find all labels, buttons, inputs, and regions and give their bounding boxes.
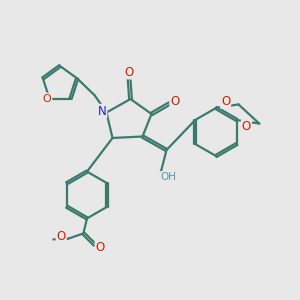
Text: OH: OH [160, 172, 176, 182]
Text: O: O [242, 120, 251, 133]
Text: O: O [221, 95, 230, 108]
Text: O: O [170, 94, 179, 108]
Text: O: O [57, 230, 66, 243]
Text: O: O [43, 94, 51, 103]
Text: O: O [96, 241, 105, 254]
Text: N: N [98, 105, 106, 118]
Text: O: O [124, 65, 134, 79]
